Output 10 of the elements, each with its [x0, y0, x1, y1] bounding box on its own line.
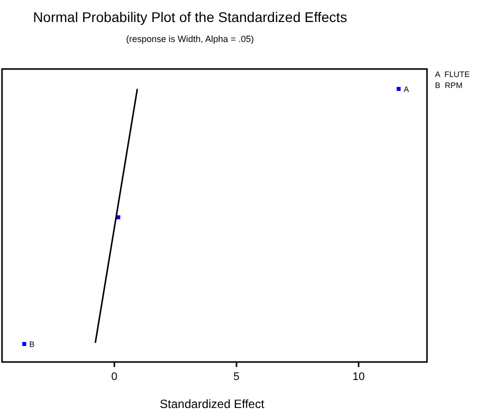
- annotation: B: [29, 340, 35, 349]
- x-axis-title: Standardized Effect: [160, 397, 265, 411]
- text: B RPM: [435, 81, 463, 90]
- x-tick-label: 0: [111, 371, 118, 383]
- text: A FLUTE: [435, 70, 470, 79]
- x-tick-label: 10: [352, 371, 365, 383]
- annotation: A: [404, 84, 410, 94]
- chart-title: Normal Probability Plot of the Standardized Effects: [32, 9, 348, 25]
- x-tick-label: 5: [233, 371, 240, 383]
- chart-subtitle: (response is Width, Alpha = .05): [126, 34, 254, 44]
